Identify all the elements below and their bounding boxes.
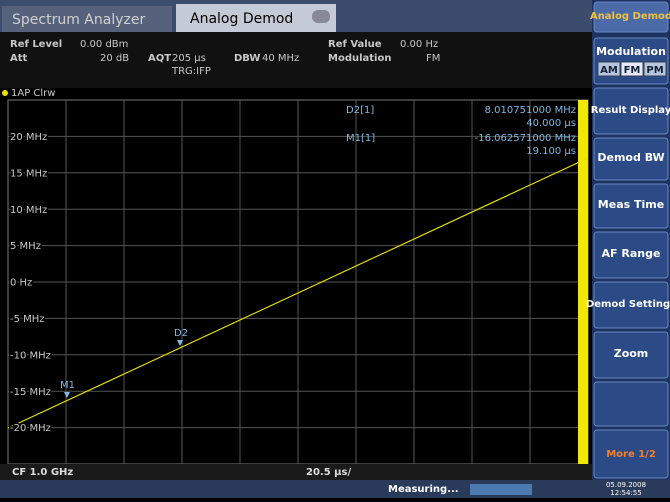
date: 05.09.2008: [606, 481, 646, 489]
mod-option[interactable]: [643, 61, 667, 77]
softkey[interactable]: [593, 281, 669, 329]
mod-option[interactable]: [620, 61, 644, 77]
marker-name: M1[1]: [346, 133, 375, 144]
tab-label: Spectrum Analyzer: [12, 12, 145, 28]
div: 20.5 µs/: [306, 467, 351, 478]
status-bar: [0, 480, 670, 498]
softkey: [593, 1, 669, 33]
marker-icon: [64, 392, 70, 398]
value: 40 MHz: [262, 53, 299, 64]
softkey-label: Demod Settings: [586, 299, 670, 310]
label: Modulation: [328, 53, 391, 64]
label: DBW: [234, 53, 260, 64]
tab-label: Analog Demod: [190, 11, 293, 27]
y-tick-label: 20 MHz: [10, 132, 47, 143]
status: Measuring...: [388, 484, 459, 495]
marker-time: 40.000 µs: [526, 118, 576, 129]
softkey[interactable]: [593, 87, 669, 135]
y-tick-label: 0 Hz: [10, 278, 32, 289]
value: 205 µs: [172, 53, 206, 64]
softkey[interactable]: [593, 381, 669, 427]
grid: [7, 99, 589, 465]
time: 12:54:55: [610, 489, 641, 497]
mod-option-label: FM: [624, 65, 641, 76]
mod-option-label: AM: [600, 65, 618, 76]
softkey[interactable]: [593, 137, 669, 181]
y-tick-label: -20 MHz: [10, 423, 51, 434]
softkey-label: More 1/2: [606, 449, 656, 460]
softkey-label: Meas Time: [598, 198, 664, 211]
softkey[interactable]: [593, 231, 669, 279]
y-tick-label: 15 MHz: [10, 168, 47, 179]
softkey-label: Modulation: [596, 45, 666, 58]
softkey-label: Demod BW: [597, 151, 664, 164]
label: Ref Level: [10, 39, 62, 50]
tab-active[interactable]: [176, 4, 336, 32]
cf: CF 1.0 GHz: [12, 467, 73, 478]
footer: [0, 464, 592, 480]
softkey[interactable]: [593, 183, 669, 229]
marker-label: D2: [174, 328, 188, 339]
y-tick-label: -10 MHz: [10, 350, 51, 361]
trace: [7, 157, 589, 429]
label: Ref Value: [328, 39, 382, 50]
softkey-label: AF Range: [602, 247, 661, 260]
marker-name: D2[1]: [346, 105, 374, 116]
mod-option-label: PM: [646, 65, 663, 76]
value: 0.00 dBm: [80, 39, 128, 50]
softkey-label: Result Display: [591, 105, 670, 116]
trace-dot: [2, 90, 8, 96]
close-icon[interactable]: [312, 10, 330, 23]
label: Att: [10, 53, 28, 64]
tab[interactable]: [2, 6, 172, 32]
softkey[interactable]: [593, 429, 669, 479]
marker-value: 8.010751000 MHz: [485, 105, 576, 116]
softkey-label: Analog Demod: [590, 11, 670, 22]
header-panel: [0, 32, 592, 88]
marker-time: 19.100 µs: [526, 146, 576, 157]
y-tick-label: 5 MHz: [10, 241, 41, 252]
trace-label: 1AP Clrw: [11, 88, 55, 99]
value: TRG:IFP: [171, 66, 211, 77]
value: FM: [426, 53, 440, 64]
softkey[interactable]: [593, 331, 669, 379]
marker-band: [578, 100, 588, 464]
marker-value: -16.062571000 MHz: [475, 133, 576, 144]
progress: [470, 484, 532, 495]
softkey-label: Zoom: [614, 347, 649, 360]
y-tick-label: -15 MHz: [10, 387, 51, 398]
label: AQT: [148, 53, 171, 64]
y-tick-label: -5 MHz: [10, 314, 45, 325]
mod-option[interactable]: [597, 61, 621, 77]
value: 0.00 Hz: [400, 39, 438, 50]
marker-icon: [177, 340, 183, 346]
marker-label: M1: [60, 380, 75, 391]
y-tick-label: 10 MHz: [10, 205, 47, 216]
value: 20 dB: [100, 53, 129, 64]
